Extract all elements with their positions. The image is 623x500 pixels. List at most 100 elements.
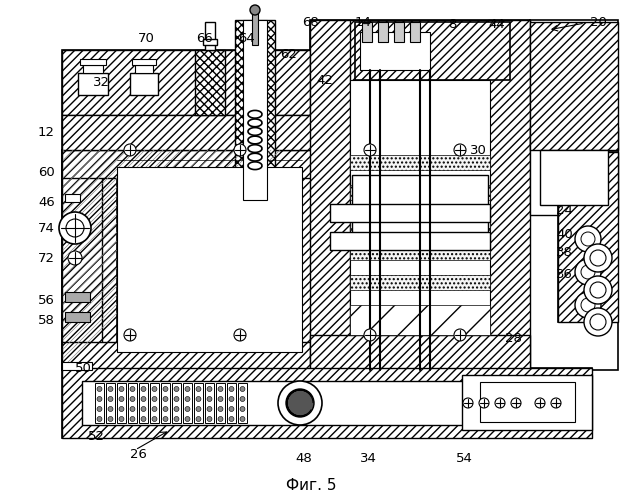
Circle shape	[141, 416, 146, 422]
Bar	[62, 342, 317, 370]
Bar	[330, 232, 490, 250]
Circle shape	[185, 416, 190, 422]
Circle shape	[240, 396, 245, 402]
Circle shape	[479, 398, 489, 408]
Bar	[128, 383, 137, 423]
Bar	[410, 22, 420, 42]
Bar	[172, 383, 181, 423]
Circle shape	[97, 386, 102, 392]
Bar	[83, 65, 103, 73]
Text: 62: 62	[280, 48, 297, 62]
Text: 30: 30	[470, 144, 487, 156]
Circle shape	[130, 406, 135, 412]
Text: 40: 40	[556, 228, 573, 241]
Bar	[132, 59, 156, 65]
Bar	[252, 7, 258, 45]
Circle shape	[218, 406, 223, 412]
Circle shape	[250, 5, 260, 15]
Text: 20: 20	[590, 16, 607, 28]
Text: 24: 24	[556, 204, 573, 216]
Circle shape	[234, 329, 246, 341]
Circle shape	[152, 396, 157, 402]
Text: 34: 34	[360, 452, 377, 464]
Bar	[480, 382, 575, 422]
Bar	[62, 150, 117, 370]
Circle shape	[124, 329, 136, 341]
Bar	[203, 39, 217, 45]
Bar	[530, 20, 618, 370]
Text: 50: 50	[75, 362, 92, 374]
Circle shape	[234, 144, 246, 156]
Circle shape	[278, 381, 322, 425]
Bar	[161, 383, 170, 423]
Circle shape	[130, 416, 135, 422]
Bar	[65, 194, 80, 202]
Bar	[62, 150, 102, 370]
Text: 68: 68	[302, 16, 319, 30]
Circle shape	[196, 416, 201, 422]
Circle shape	[185, 396, 190, 402]
Text: 12: 12	[38, 126, 55, 138]
Circle shape	[97, 406, 102, 412]
Bar	[275, 150, 317, 370]
Circle shape	[218, 386, 223, 392]
Text: 70: 70	[138, 32, 155, 44]
Bar	[205, 22, 215, 50]
Circle shape	[174, 416, 179, 422]
Circle shape	[174, 386, 179, 392]
Circle shape	[141, 386, 146, 392]
Bar	[227, 383, 236, 423]
Circle shape	[119, 396, 124, 402]
Circle shape	[141, 396, 146, 402]
Circle shape	[364, 329, 376, 341]
Circle shape	[454, 144, 466, 156]
Bar	[117, 167, 302, 352]
Text: 26: 26	[130, 448, 147, 462]
Circle shape	[495, 398, 505, 408]
Circle shape	[229, 386, 234, 392]
Text: 46: 46	[38, 196, 55, 208]
Bar	[130, 73, 158, 95]
Circle shape	[581, 265, 595, 279]
Text: 66: 66	[196, 32, 212, 44]
Bar	[530, 22, 618, 150]
Bar	[183, 383, 192, 423]
Circle shape	[108, 416, 113, 422]
Bar	[135, 65, 153, 73]
Bar	[62, 368, 592, 438]
Bar	[65, 312, 90, 322]
Bar	[310, 20, 350, 370]
Circle shape	[240, 416, 245, 422]
Bar	[117, 383, 126, 423]
Circle shape	[590, 314, 606, 330]
Bar	[330, 204, 490, 222]
Bar	[238, 383, 247, 423]
Circle shape	[575, 226, 601, 252]
Circle shape	[141, 406, 146, 412]
Circle shape	[229, 416, 234, 422]
Circle shape	[196, 396, 201, 402]
Circle shape	[97, 396, 102, 402]
Circle shape	[163, 386, 168, 392]
Bar	[310, 335, 530, 370]
Circle shape	[119, 386, 124, 392]
Bar	[95, 383, 104, 423]
Text: 56: 56	[38, 294, 55, 306]
Circle shape	[124, 144, 136, 156]
Circle shape	[364, 144, 376, 156]
Circle shape	[218, 396, 223, 402]
Circle shape	[575, 259, 601, 285]
Bar	[360, 32, 430, 70]
Circle shape	[108, 406, 113, 412]
Circle shape	[119, 406, 124, 412]
Circle shape	[97, 416, 102, 422]
Text: 8: 8	[448, 18, 457, 30]
Circle shape	[207, 386, 212, 392]
Bar	[530, 127, 618, 215]
Circle shape	[584, 276, 612, 304]
Circle shape	[511, 398, 521, 408]
Circle shape	[590, 282, 606, 298]
Text: 74: 74	[38, 222, 55, 234]
Text: 60: 60	[38, 166, 55, 178]
Bar	[80, 59, 106, 65]
